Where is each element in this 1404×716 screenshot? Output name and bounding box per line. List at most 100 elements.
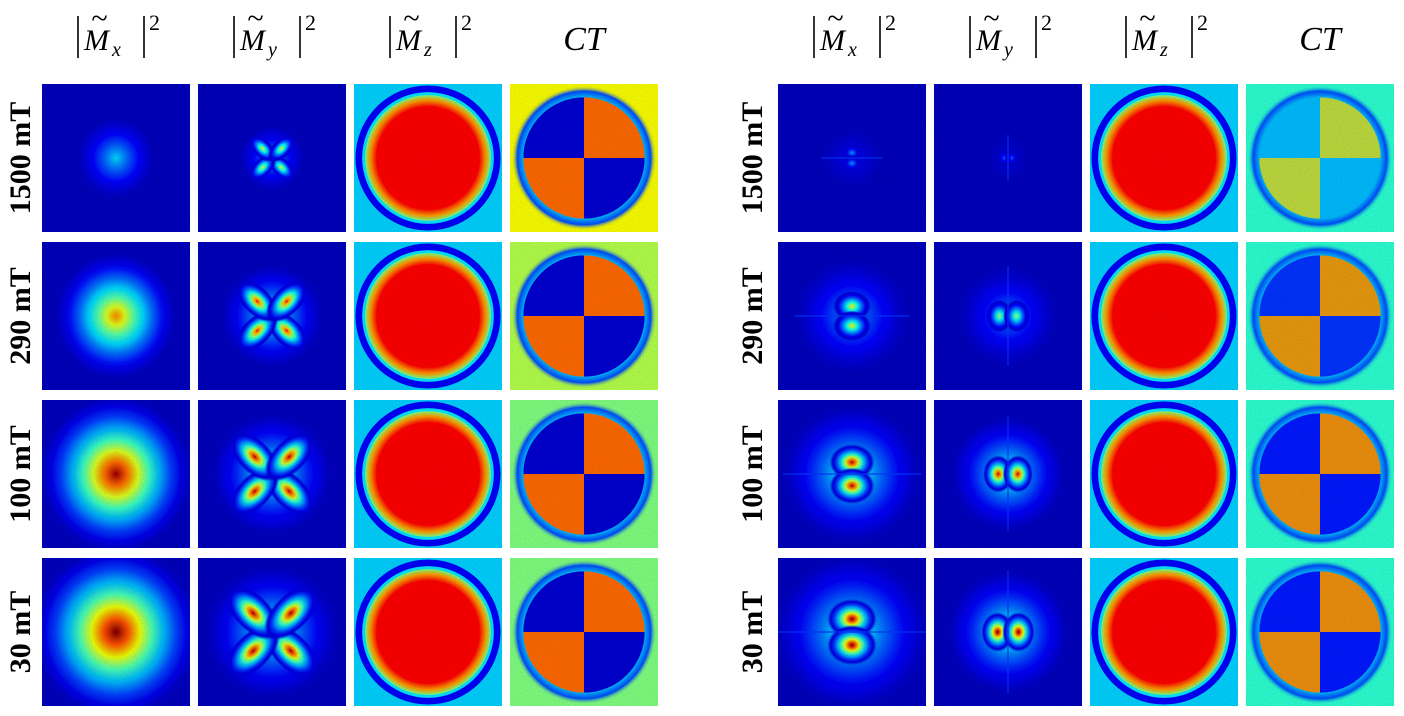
node-line [1007, 134, 1009, 182]
disk-core [1101, 95, 1227, 221]
tile-my [198, 242, 346, 390]
node-line [794, 315, 910, 317]
tile-my [198, 558, 346, 706]
magnetization-subscript: x [111, 39, 121, 61]
tile-mz [1090, 242, 1238, 390]
intensity-blob [53, 250, 179, 382]
row-label: 290 mT [4, 267, 37, 365]
magnetization-subscript: z [1159, 39, 1168, 61]
clover-lobe [265, 280, 308, 323]
column-header-mx: M~x 2 [813, 2, 896, 61]
node-line [782, 473, 922, 475]
node-line [778, 631, 926, 633]
disk-core [365, 569, 491, 695]
tile-mz [354, 84, 502, 232]
dipole-lobe [1003, 299, 1030, 333]
tile-my [934, 242, 1082, 390]
tile-mz [354, 400, 502, 548]
disk-core [365, 411, 491, 537]
dipole-lobe [1002, 455, 1033, 493]
dipole-lobe [829, 467, 875, 504]
field-strength-label: 1500 mT [736, 102, 769, 215]
tile-ct [1246, 84, 1394, 232]
tilde-accent: ~ [1139, 2, 1155, 35]
tilde-accent: ~ [91, 2, 107, 35]
disk-core [1101, 569, 1227, 695]
intensity-blob [42, 558, 190, 706]
tile-my [934, 84, 1082, 232]
power-superscript: 2 [149, 10, 160, 35]
tile-ct [510, 84, 658, 232]
tile-ct [1246, 400, 1394, 548]
magnetization-subscript: y [266, 39, 277, 61]
dipole-lobe [842, 155, 862, 172]
tile-my [934, 558, 1082, 706]
magnetization-symbol: M [395, 24, 423, 57]
tile-mx [42, 558, 190, 706]
tilde-accent: ~ [827, 2, 843, 35]
magnetization-subscript: x [847, 39, 857, 61]
magnetization-subscript: y [1002, 39, 1013, 61]
tile-mx [42, 400, 190, 548]
power-superscript: 2 [885, 10, 896, 35]
tile-my [198, 84, 346, 232]
column-header-mz: M~z 2 [1125, 2, 1208, 61]
row-label: 100 mT [736, 425, 769, 523]
magnetization-symbol: M [83, 24, 111, 57]
field-strength-label: 100 mT [736, 425, 769, 523]
row-label: 290 mT [736, 267, 769, 365]
magnetization-symbol: M [975, 24, 1003, 57]
node-line [1007, 570, 1009, 694]
magnetization-symbol: M [819, 24, 847, 57]
tile-mz [354, 242, 502, 390]
column-header-ct: CT [1299, 21, 1343, 58]
field-strength-label: 1500 mT [4, 102, 37, 215]
tile-mz [1090, 400, 1238, 548]
tile-mx [778, 84, 926, 232]
column-header-label: CT [1299, 21, 1343, 58]
dipole-lobe [833, 310, 871, 341]
disk-core [1101, 253, 1227, 379]
magnetization-symbol: M [239, 24, 267, 57]
row-label: 100 mT [4, 425, 37, 523]
magnetization-subscript: z [423, 39, 432, 61]
column-header-label: CT [563, 21, 607, 58]
clover-lobe [268, 135, 295, 162]
field-strength-label: 290 mT [736, 267, 769, 365]
tile-ct [510, 558, 658, 706]
disk-core [365, 253, 491, 379]
node-line [1007, 265, 1009, 367]
tile-ct [510, 400, 658, 548]
node-line [1007, 416, 1009, 532]
field-strength-label: 290 mT [4, 267, 37, 365]
tile-ct [1246, 242, 1394, 390]
node-line [821, 157, 883, 159]
clover-lobe [264, 432, 314, 482]
tile-ct [1246, 558, 1394, 706]
row-label: 1500 mT [4, 102, 37, 215]
tile-mx [42, 242, 190, 390]
disk-core [1101, 411, 1227, 537]
dipole-lobe [1002, 612, 1035, 652]
tile-mx [778, 558, 926, 706]
tile-mz [354, 558, 502, 706]
column-header-mx: M~x 2 [77, 2, 160, 61]
power-superscript: 2 [305, 10, 316, 35]
field-strength-label: 100 mT [4, 425, 37, 523]
magnetization-symbol: M [1131, 24, 1159, 57]
tile-mz [1090, 558, 1238, 706]
power-superscript: 2 [1197, 10, 1208, 35]
tilde-accent: ~ [403, 2, 419, 35]
row-label: 1500 mT [736, 102, 769, 215]
tilde-accent: ~ [247, 2, 263, 35]
row-label: 30 mT [4, 591, 37, 674]
tile-my [198, 400, 346, 548]
tile-mx [42, 84, 190, 232]
intensity-blob [42, 400, 190, 548]
field-strength-label: 30 mT [736, 591, 769, 674]
intensity-blob [75, 115, 157, 201]
tile-mx [778, 242, 926, 390]
column-header-mz: M~z 2 [389, 2, 472, 61]
tile-my [934, 400, 1082, 548]
